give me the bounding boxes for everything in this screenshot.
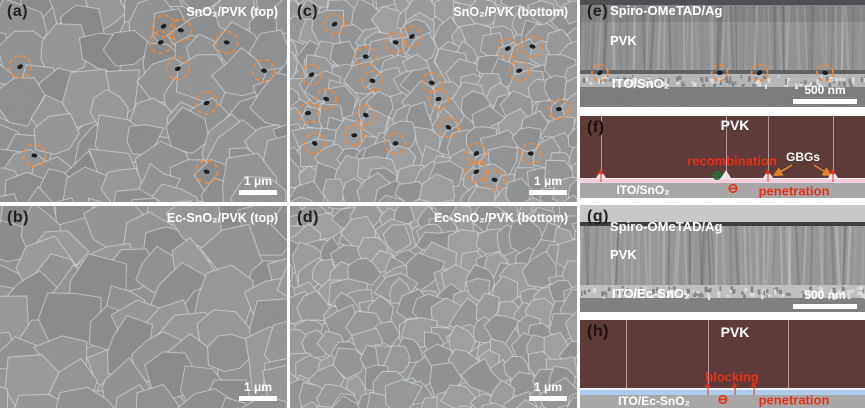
- panel-letter: (f): [587, 119, 605, 136]
- scale-bar: 1 μm: [239, 379, 277, 401]
- panel-letter: (d): [297, 209, 319, 226]
- layer-label-pvk: PVK: [610, 247, 637, 262]
- panel-letter: (b): [7, 209, 29, 226]
- sem-cross-section-texture: [580, 205, 865, 312]
- grain-boundary-line: [726, 116, 727, 178]
- electron-symbol-icon: ⊖: [717, 391, 729, 407]
- scale-bar-label: 1 μm: [243, 173, 273, 188]
- panel-h-schematic-ec-sno2: (h) PVK blocking ⊖ penetration ITO/Ec-Sn…: [580, 320, 865, 408]
- grain-boundary-line: [768, 116, 769, 178]
- panel-title: SnO₂/PVK (top): [186, 5, 278, 19]
- sem-grain-texture: [290, 0, 577, 202]
- layer-label-ito-ec-sno2: ITO/Ec-SnO₂: [612, 286, 690, 301]
- scale-bar: 500 nm: [793, 287, 857, 309]
- gbg-arrows-icon: [772, 164, 833, 177]
- scale-bar: 1 μm: [529, 173, 567, 195]
- penetration-arrow-icon: [829, 169, 837, 182]
- scale-bar: 1 μm: [529, 379, 567, 401]
- panel-e-cross-section-sno2: (e) Spiro-OMeTAD/Ag PVK ITO/SnO₂ 500 nm: [580, 0, 865, 107]
- sem-grain-texture: [0, 206, 287, 408]
- defect-circle-markers: [591, 63, 834, 82]
- sem-grain-texture: [0, 0, 287, 202]
- penetration-label: penetration: [758, 392, 830, 408]
- scale-bar-line: [793, 99, 857, 104]
- scale-bar-label: 500 nm: [804, 82, 846, 97]
- panel-letter: (e): [587, 3, 609, 20]
- panel-letter: (c): [297, 3, 319, 20]
- layer-label-spiro-ag: Spiro-OMeTAD/Ag: [610, 219, 723, 234]
- grain-boundary-line: [833, 116, 834, 178]
- grain-boundary-line: [626, 320, 627, 388]
- layer-label-ito-sno2: ITO/SnO₂: [612, 76, 670, 91]
- defect-circle-markers: [297, 13, 570, 191]
- panel-title: SnO₂/PVK (bottom): [453, 5, 568, 19]
- panel-f-schematic-sno2: (f) PVK recombination ⊕ ⊖ GBGs penetrati…: [580, 116, 865, 198]
- panel-g-cross-section-ec-sno2: (g) Spiro-OMeTAD/Ag PVK ITO/Ec-SnO₂ 500 …: [580, 205, 865, 312]
- hole-symbol-icon: ⊕: [711, 167, 723, 183]
- panel-title: Ec-SnO₂/PVK (bottom): [433, 211, 568, 225]
- panel-letter: (a): [7, 3, 29, 20]
- scale-bar-label: 1 μm: [533, 173, 563, 188]
- ec-sno2-interlayer-strip: [580, 388, 865, 395]
- scale-bar-line: [529, 396, 567, 401]
- panel-title: Ec-SnO₂/PVK (top): [166, 211, 278, 225]
- scale-bar-line: [239, 190, 277, 195]
- penetration-label: penetration: [758, 183, 830, 199]
- penetration-arrow-icon: [764, 169, 772, 182]
- panel-c-sno2-pvk-bottom-sem: (c) SnO₂/PVK (bottom) 1 μm: [290, 0, 577, 202]
- scale-bar-label: 1 μm: [243, 379, 273, 394]
- grain-boundary-gap: [721, 170, 731, 178]
- scale-bar-line: [529, 190, 567, 195]
- gbgs-label: GBGs: [785, 150, 821, 164]
- panel-b-ec-sno2-pvk-top-sem: (b) Ec-SnO₂/PVK (top) 1 μm: [0, 206, 287, 408]
- electrode-label: ITO/SnO₂: [616, 183, 670, 197]
- ito-electrode-strip: [580, 395, 865, 408]
- scale-bar: 500 nm: [793, 82, 857, 104]
- blocked-arrow-icon: [731, 382, 739, 395]
- grain-boundary-line: [708, 320, 709, 388]
- layer-label-pvk: PVK: [610, 33, 637, 48]
- electron-symbol-icon: ⊖: [727, 180, 739, 196]
- layer-label-spiro-ag: Spiro-OMeTAD/Ag: [610, 3, 723, 18]
- penetration-arrow-icon: [597, 169, 605, 182]
- grain-boundary-line: [788, 320, 789, 388]
- sno2-interlayer-strip: [580, 178, 865, 183]
- electrode-label: ITO/Ec-SnO₂: [618, 394, 690, 408]
- pvk-label: PVK: [720, 324, 750, 340]
- scale-bar-label: 500 nm: [804, 287, 846, 302]
- panel-letter: (g): [587, 208, 609, 225]
- recombination-label: recombination: [687, 153, 777, 169]
- panel-letter: (h): [587, 323, 609, 340]
- blocked-arrow-icon: [750, 382, 758, 395]
- blocked-arrow-icon: [704, 382, 712, 395]
- ito-electrode-strip: [580, 183, 865, 198]
- panel-a-sno2-pvk-top-sem: (a) SnO₂/PVK (top) 1 μm: [0, 0, 287, 202]
- blocking-label: blocking: [705, 369, 759, 385]
- scale-bar-line: [239, 396, 277, 401]
- scale-bar: 1 μm: [239, 173, 277, 195]
- pvk-label: PVK: [720, 117, 750, 133]
- scale-bar-label: 1 μm: [533, 379, 563, 394]
- defect-circle-markers: [8, 14, 276, 184]
- panel-d-ec-sno2-pvk-bottom-sem: (d) Ec-SnO₂/PVK (bottom) 1 μm: [290, 206, 577, 408]
- scale-bar-line: [793, 304, 857, 309]
- grain-boundary-line: [601, 116, 602, 178]
- sem-grain-texture: [290, 206, 577, 408]
